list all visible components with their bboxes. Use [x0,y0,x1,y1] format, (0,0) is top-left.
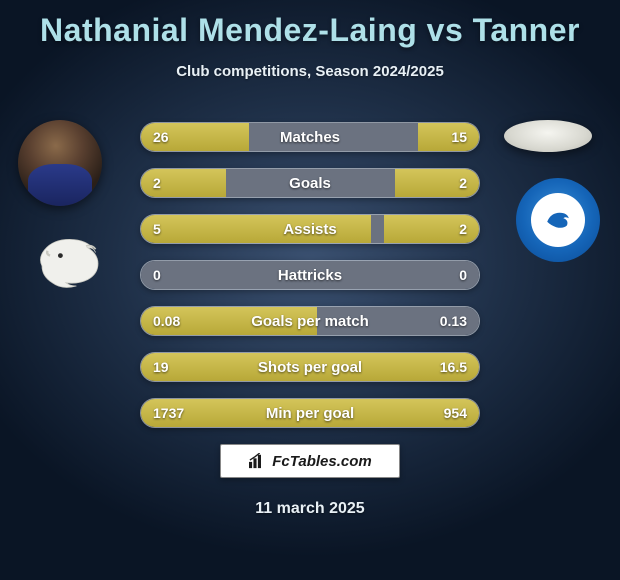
stat-row: 2Goals2 [140,168,480,198]
chart-icon [248,453,266,469]
bluebird-icon [531,193,585,247]
stat-value-right: 2 [459,169,467,197]
stat-label: Hattricks [141,261,479,289]
page-title: Nathanial Mendez-Laing vs Tanner [0,0,620,49]
player-right-avatar [504,120,592,152]
stat-row: 1737Min per goal954 [140,398,480,428]
stat-value-right: 16.5 [440,353,467,381]
subtitle: Club competitions, Season 2024/2025 [0,63,620,80]
brand-badge: FcTables.com [220,444,400,478]
player-left-avatar [18,120,102,206]
stat-row: 26Matches15 [140,122,480,152]
stat-label: Assists [141,215,479,243]
stat-label: Matches [141,123,479,151]
stat-value-right: 2 [459,215,467,243]
stat-value-right: 954 [444,399,467,427]
stat-row: 19Shots per goal16.5 [140,352,480,382]
stat-value-right: 15 [451,123,467,151]
stat-label: Shots per goal [141,353,479,381]
stats-container: 26Matches152Goals25Assists20Hattricks00.… [140,122,480,444]
stat-label: Min per goal [141,399,479,427]
stat-row: 0.08Goals per match0.13 [140,306,480,336]
stat-label: Goals [141,169,479,197]
date-label: 11 march 2025 [0,500,620,518]
stat-row: 5Assists2 [140,214,480,244]
stat-value-right: 0.13 [440,307,467,335]
stat-label: Goals per match [141,307,479,335]
club-left-badge [30,230,110,294]
brand-text: FcTables.com [272,453,371,470]
stat-row: 0Hattricks0 [140,260,480,290]
club-right-badge [516,178,600,262]
stat-value-right: 0 [459,261,467,289]
